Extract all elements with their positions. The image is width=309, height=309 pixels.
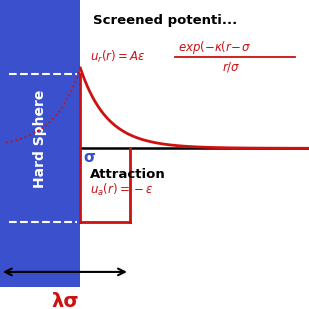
Text: λσ: λσ (51, 292, 79, 309)
Text: $r/\sigma$: $r/\sigma$ (222, 60, 241, 74)
Text: $exp(-\kappa(r\!-\!\sigma$: $exp(-\kappa(r\!-\!\sigma$ (178, 39, 250, 57)
Text: Hard Sphere: Hard Sphere (33, 90, 47, 188)
Text: $u_a(r)= -\varepsilon$: $u_a(r)= -\varepsilon$ (90, 182, 153, 198)
Text: σ: σ (83, 150, 95, 165)
Text: $u_r(r)= A\varepsilon$: $u_r(r)= A\varepsilon$ (90, 49, 145, 65)
Text: Screened potenti...: Screened potenti... (93, 14, 237, 27)
Text: Attraction: Attraction (90, 168, 165, 181)
Bar (0, 0, 80, 287)
